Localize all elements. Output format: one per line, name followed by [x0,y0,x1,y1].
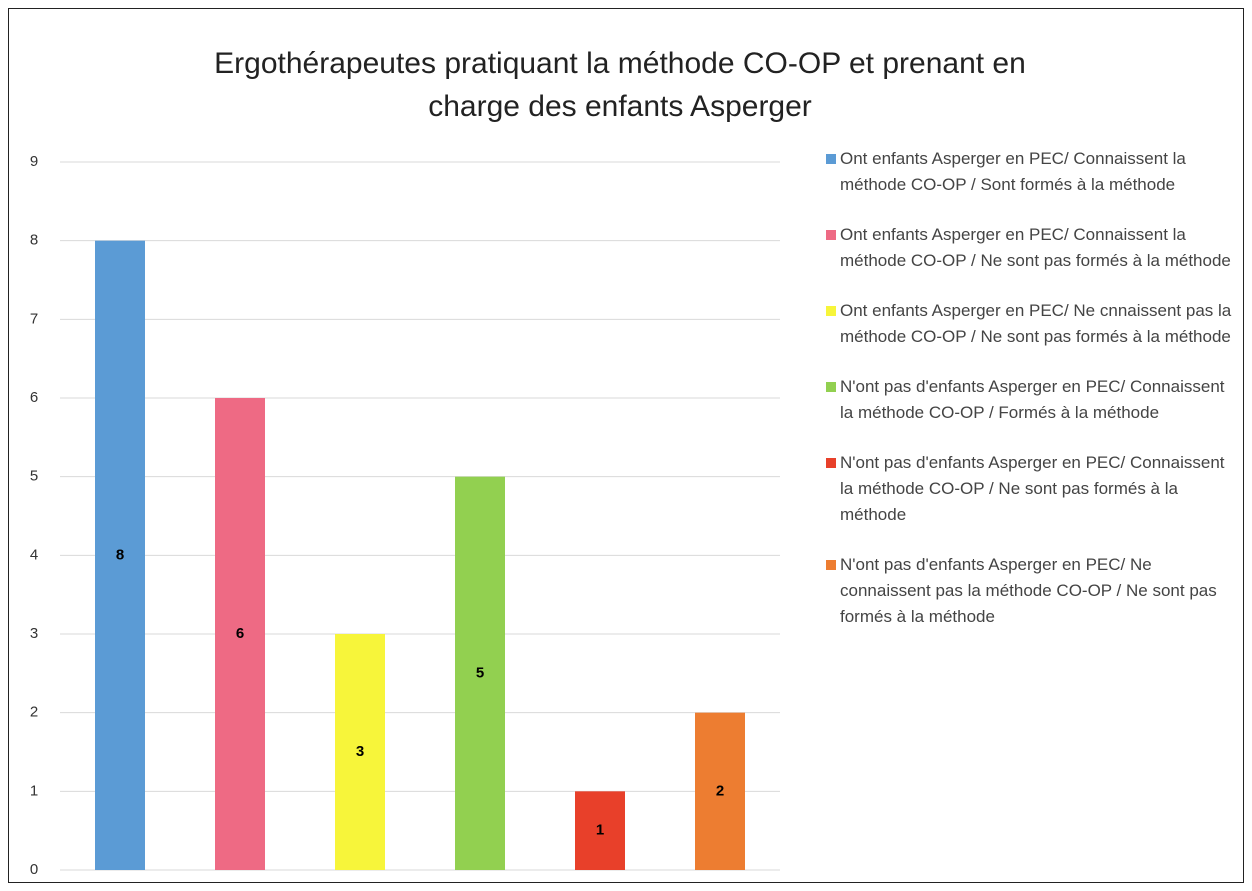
bar [695,712,745,870]
chart-frame [8,8,1244,883]
data-label: 8 [116,546,124,563]
legend-entry: N'ont pas d'enfants Asperger en PEC/ Ne … [826,552,1236,630]
data-label: 2 [716,782,724,799]
bar [95,240,145,870]
y-tick-label: 7 [30,310,38,327]
legend-label: Ont enfants Asperger en PEC/ Connaissent… [840,225,1231,270]
data-label: 1 [596,822,604,839]
y-tick-label: 8 [30,232,38,249]
y-tick-label: 6 [30,389,38,406]
legend-entry: N'ont pas d'enfants Asperger en PEC/ Con… [826,450,1236,528]
y-tick-label: 5 [30,468,38,485]
data-label: 6 [236,625,244,642]
legend-entry: Ont enfants Asperger en PEC/ Connaissent… [826,146,1236,198]
legend-label: N'ont pas d'enfants Asperger en PEC/ Ne … [840,555,1217,626]
legend-entry: Ont enfants Asperger en PEC/ Ne cnnaisse… [826,298,1236,350]
legend-swatch [826,230,836,240]
legend-swatch [826,306,836,316]
bar [215,398,265,870]
bar [575,791,625,870]
y-tick-label: 1 [30,782,38,799]
bar [455,476,505,870]
legend-label: N'ont pas d'enfants Asperger en PEC/ Con… [840,377,1225,422]
y-tick-label: 4 [30,546,38,563]
legend-swatch [826,560,836,570]
y-tick-label: 0 [30,861,38,878]
chart-title: Ergothérapeutes pratiquant la méthode CO… [214,47,1026,123]
legend-label: Ont enfants Asperger en PEC/ Ne cnnaisse… [840,301,1232,346]
legend-swatch [826,154,836,164]
legend-entry: Ont enfants Asperger en PEC/ Connaissent… [826,222,1236,274]
y-tick-label: 9 [30,153,38,170]
legend-entry: N'ont pas d'enfants Asperger en PEC/ Con… [826,374,1236,426]
legend-label: N'ont pas d'enfants Asperger en PEC/ Con… [840,453,1225,524]
bar [335,634,385,870]
legend-swatch [826,382,836,392]
y-tick-label: 2 [30,704,38,721]
legend: Ont enfants Asperger en PEC/ Connaissent… [826,146,1236,630]
data-label: 3 [356,743,364,760]
data-label: 5 [476,664,484,681]
legend-label: Ont enfants Asperger en PEC/ Connaissent… [840,149,1186,194]
legend-swatch [826,458,836,468]
y-tick-label: 3 [30,625,38,642]
